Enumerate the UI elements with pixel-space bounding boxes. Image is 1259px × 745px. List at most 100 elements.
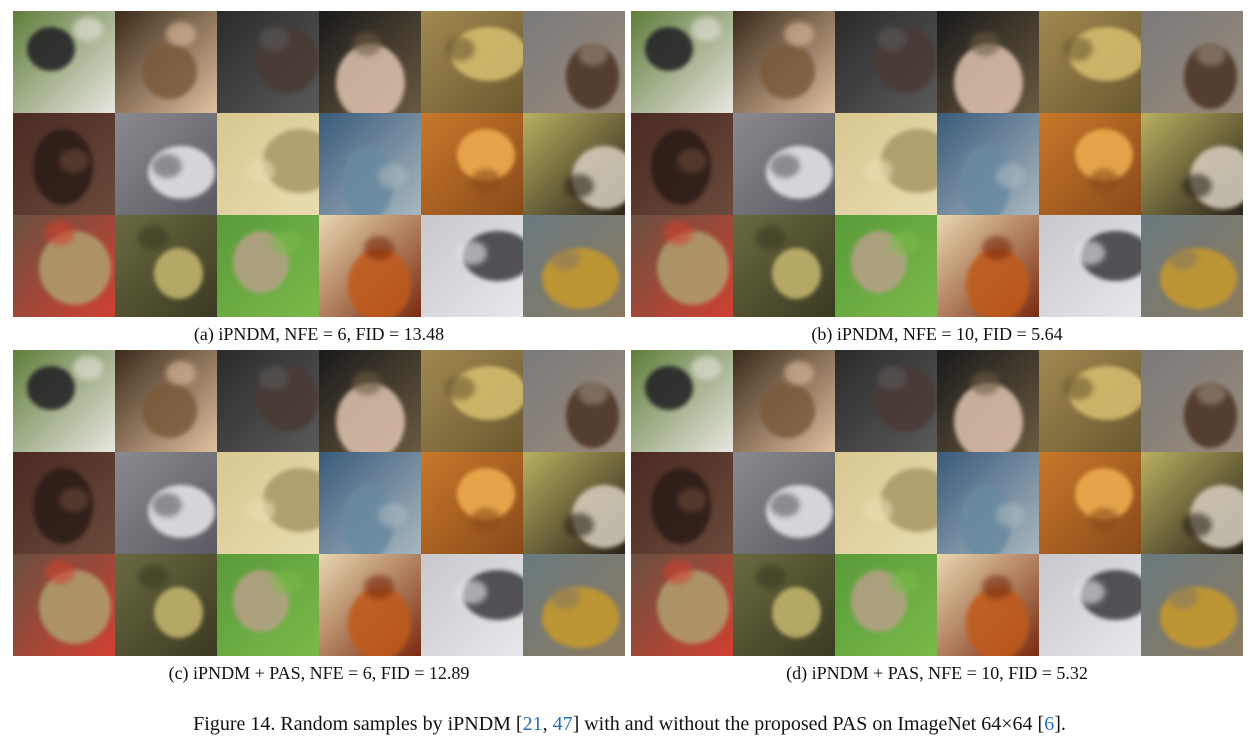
subject-shape [772,587,821,638]
background-shape [73,17,103,41]
background-shape [756,226,786,250]
background-shape [982,236,1012,260]
food-market-photo [13,554,115,656]
bird-on-rock-photo [523,350,625,452]
orange-texture-photo [421,113,523,215]
bamboo-sticks-photo [1039,350,1141,452]
subject-shape [263,129,319,193]
subject-shape [263,468,319,532]
food-market-photo [13,215,115,317]
dark-animal-photo [835,350,937,452]
bamboo-sticks-photo [421,350,523,452]
citation-link-6[interactable]: 6 [1044,713,1055,735]
background-shape [877,27,907,51]
background-shape [457,241,487,265]
background-shape [1089,169,1119,193]
subject-shape [881,468,937,532]
background-shape [1196,381,1226,405]
bird-on-rock-photo [1141,11,1243,113]
panel-caption: (a) iPNDM, NFE = 6, FID = 13.48 [193,324,445,344]
interior-wall-photo [217,452,319,554]
subject-shape [39,231,111,305]
background-shape [550,585,580,609]
background-shape [770,493,800,517]
background-shape [578,42,608,66]
background-shape [996,164,1026,188]
orange-carving-photo [319,554,421,656]
background-shape [1075,241,1105,265]
background-shape [784,22,814,46]
subject-shape [645,27,693,71]
bird-on-rock-photo [523,11,625,113]
black-bird-photo [421,215,523,317]
teapot-photo [733,554,835,656]
goose-on-grass-photo [835,554,937,656]
figure-caption-separator: , [542,713,553,735]
background-shape [996,503,1026,527]
background-shape [1089,508,1119,532]
monkey-on-branch-photo [523,554,625,656]
dark-animal-photo [217,350,319,452]
orange-texture-photo [421,452,523,554]
background-shape [271,231,301,255]
background-shape [378,503,408,527]
background-shape [245,498,275,522]
background-shape [982,575,1012,599]
background-shape [364,575,394,599]
citation-link-21[interactable]: 21 [522,713,543,735]
background-shape [877,366,907,390]
figure-caption-prefix: Figure 14. Random samples by iPNDM [ [193,713,523,735]
keyboard-photo [631,452,733,554]
background-shape [1196,42,1226,66]
subject-shape [142,383,197,438]
subject-shape [760,383,815,438]
panel-caption: (c) iPNDM + PAS, NFE = 6, FID = 12.89 [168,663,470,683]
bamboo-sticks-photo [1039,11,1141,113]
background-shape [663,221,693,245]
subject-shape [154,587,203,638]
citation-link-47[interactable]: 47 [552,713,573,735]
black-bird-photo [1039,215,1141,317]
teapot-photo [115,215,217,317]
background-shape [1168,585,1198,609]
background-shape [59,488,89,512]
background-shape [73,356,103,380]
keyboard-photo [13,452,115,554]
limousine-photo [733,113,835,215]
background-shape [970,371,1000,395]
background-shape [970,32,1000,56]
subject-shape [657,231,729,305]
goose-on-grass-photo [217,215,319,317]
porcupine-photo [523,452,625,554]
dark-animal-photo [835,11,937,113]
dog-photo [13,350,115,452]
background-shape [564,513,594,537]
background-shape [364,236,394,260]
background-shape [45,221,75,245]
background-shape [889,570,919,594]
bird-on-rock-photo [1141,350,1243,452]
figure-caption-middle: ] with and without the proposed PAS on I… [572,713,1045,735]
background-shape [1063,376,1093,400]
orange-carving-photo [319,215,421,317]
monkey-on-branch-photo [1141,215,1243,317]
subject-shape [645,366,693,410]
background-shape [138,226,168,250]
goose-on-grass-photo [835,215,937,317]
aquarium-photo [937,113,1039,215]
background-shape [166,361,196,385]
hand-holding-object-photo [937,350,1039,452]
keyboard-photo [631,113,733,215]
dark-animal-photo [217,11,319,113]
orange-texture-photo [1039,113,1141,215]
subject-shape [657,570,729,644]
background-shape [471,169,501,193]
sample-grid [631,350,1243,656]
subject-shape [27,27,75,71]
background-shape [1168,246,1198,270]
background-shape [259,27,289,51]
black-bird-photo [1039,554,1141,656]
background-shape [691,17,721,41]
background-shape [166,22,196,46]
hand-tool-photo [733,350,835,452]
